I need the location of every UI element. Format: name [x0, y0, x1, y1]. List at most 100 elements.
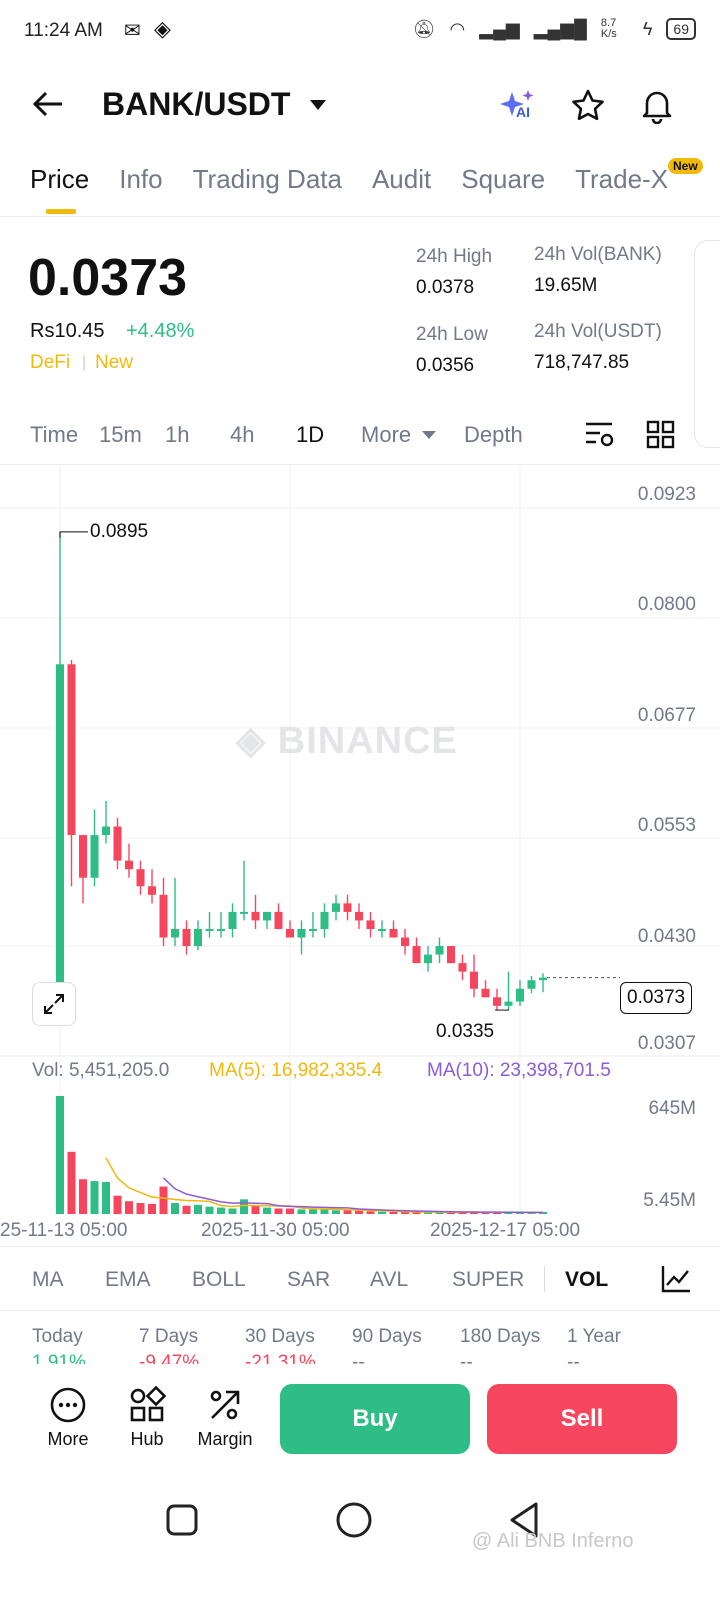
- indicator-ma[interactable]: MA: [32, 1268, 64, 1291]
- battery-level: 69: [666, 18, 696, 40]
- chart-settings-icon[interactable]: [584, 420, 616, 450]
- candle-body: [136, 869, 145, 887]
- signal-icon: ▂▄▆: [479, 18, 520, 39]
- volume-bar: [228, 1208, 237, 1214]
- candle-body: [389, 928, 398, 938]
- indicator-super[interactable]: SUPER: [452, 1268, 525, 1291]
- candle-body: [332, 903, 340, 912]
- interval-time[interactable]: Time: [30, 422, 79, 447]
- perf-value: --: [567, 1352, 580, 1364]
- volume-bar: [493, 1212, 501, 1214]
- recents-nav-icon[interactable]: [164, 1502, 200, 1538]
- volume-bar: [504, 1212, 513, 1214]
- candle-body: [217, 928, 225, 931]
- perf-label: 1 Year: [567, 1326, 621, 1347]
- high-value: 0.0378: [416, 277, 475, 298]
- side-drawer-handle[interactable]: [694, 240, 720, 448]
- y-tick: 0.0923: [637, 484, 696, 505]
- interval-1d[interactable]: 1D: [296, 422, 325, 447]
- binance-logo-icon: ◈: [154, 16, 171, 41]
- volume-bar: [470, 1212, 478, 1214]
- price-change: +4.48%: [126, 320, 195, 342]
- interval-depth[interactable]: Depth: [464, 422, 523, 447]
- tab-info[interactable]: Info: [119, 164, 163, 194]
- indicator-boll[interactable]: BOLL: [192, 1268, 246, 1291]
- ma10-line: [162, 1177, 544, 1214]
- hub-icon: [130, 1385, 167, 1422]
- tab-trade-x[interactable]: Trade-X: [575, 164, 669, 194]
- indicator-sar[interactable]: SAR: [287, 1268, 331, 1291]
- ai-button[interactable]: AI: [498, 88, 538, 129]
- indicator-settings-icon[interactable]: [660, 1264, 692, 1294]
- home-nav-icon[interactable]: [334, 1500, 374, 1540]
- candle-body: [447, 946, 455, 964]
- tab-audit[interactable]: Audit: [371, 164, 432, 194]
- hub-button[interactable]: Hub: [112, 1385, 182, 1450]
- tab-price[interactable]: Price: [30, 164, 90, 194]
- candle-body: [251, 911, 260, 921]
- vol-tick: 645M: [648, 1098, 696, 1119]
- volume-bar: [240, 1199, 248, 1214]
- grid-layout-icon[interactable]: [646, 420, 676, 450]
- volume-bar: [263, 1207, 271, 1214]
- high-marker-label: 0.0895: [90, 521, 149, 542]
- expand-chart-button[interactable]: [32, 982, 76, 1026]
- candle-body: [171, 928, 179, 938]
- volume-bar: [102, 1181, 110, 1214]
- bell-icon[interactable]: [638, 86, 676, 124]
- y-tick: 0.0677: [637, 705, 696, 726]
- binance-watermark: ◈ BINANCE: [236, 720, 458, 762]
- interval-more[interactable]: More: [361, 422, 412, 447]
- volume-bar: [90, 1181, 99, 1214]
- low-label: 24h Low: [416, 324, 488, 345]
- candle-body: [309, 928, 317, 931]
- volume-bar: [401, 1212, 409, 1214]
- arrow-left-icon: [32, 91, 62, 117]
- vol-quote-label: 24h Vol(USDT): [534, 321, 662, 342]
- candle-body: [205, 928, 214, 931]
- indicator-vol[interactable]: VOL: [565, 1268, 609, 1291]
- vol-tick: 5.45M: [643, 1190, 696, 1211]
- interval-4h[interactable]: 4h: [230, 422, 255, 447]
- volume-bar: [56, 1096, 64, 1214]
- margin-button[interactable]: Margin: [190, 1386, 260, 1450]
- perf-value: 1.91%: [32, 1352, 86, 1364]
- tag-new[interactable]: New: [95, 352, 134, 373]
- low-marker-label: 0.0335: [436, 1021, 495, 1042]
- current-price-tag: 0.0373: [620, 982, 693, 1014]
- more-label: More: [47, 1429, 89, 1449]
- back-nav-icon[interactable]: [506, 1500, 542, 1540]
- volume-bar: [67, 1151, 76, 1214]
- tab-trading-data[interactable]: Trading Data: [192, 164, 342, 194]
- candle-body: [435, 946, 444, 955]
- expand-icon: [44, 994, 64, 1014]
- last-price: 0.0373: [28, 249, 188, 307]
- indicator-ema[interactable]: EMA: [105, 1268, 151, 1291]
- tag-defi[interactable]: DeFi: [30, 352, 71, 373]
- more-dots-icon: [50, 1387, 86, 1423]
- ai-label: AI: [516, 104, 530, 120]
- date-tick: 2025-12-17 05:00: [430, 1220, 581, 1241]
- volume-bar: [159, 1186, 168, 1214]
- back-button[interactable]: [30, 86, 66, 131]
- volume-bar: [332, 1210, 340, 1214]
- candle-body: [286, 928, 294, 938]
- sell-button[interactable]: Sell: [487, 1384, 677, 1454]
- candlestick-chart[interactable]: [0, 464, 720, 1224]
- interval-1h[interactable]: 1h: [165, 422, 190, 447]
- volume-bar: [136, 1203, 145, 1214]
- star-icon[interactable]: [570, 88, 606, 124]
- tab-square[interactable]: Square: [461, 164, 546, 194]
- pair-title[interactable]: BANK/USDT: [102, 86, 291, 122]
- vol-quote-value: 718,747.85: [534, 352, 630, 373]
- divider: [0, 1246, 720, 1247]
- candle-body: [527, 980, 536, 989]
- interval-15m[interactable]: 15m: [99, 422, 142, 447]
- more-button[interactable]: More: [33, 1386, 103, 1450]
- caret-down-icon[interactable]: [308, 98, 328, 112]
- candle-body: [401, 937, 409, 947]
- perf-value: -9.47%: [139, 1352, 200, 1364]
- buy-button[interactable]: Buy: [280, 1384, 470, 1454]
- indicator-avl[interactable]: AVL: [370, 1268, 409, 1291]
- date-tick: 2025-11-30 05:00: [201, 1220, 350, 1241]
